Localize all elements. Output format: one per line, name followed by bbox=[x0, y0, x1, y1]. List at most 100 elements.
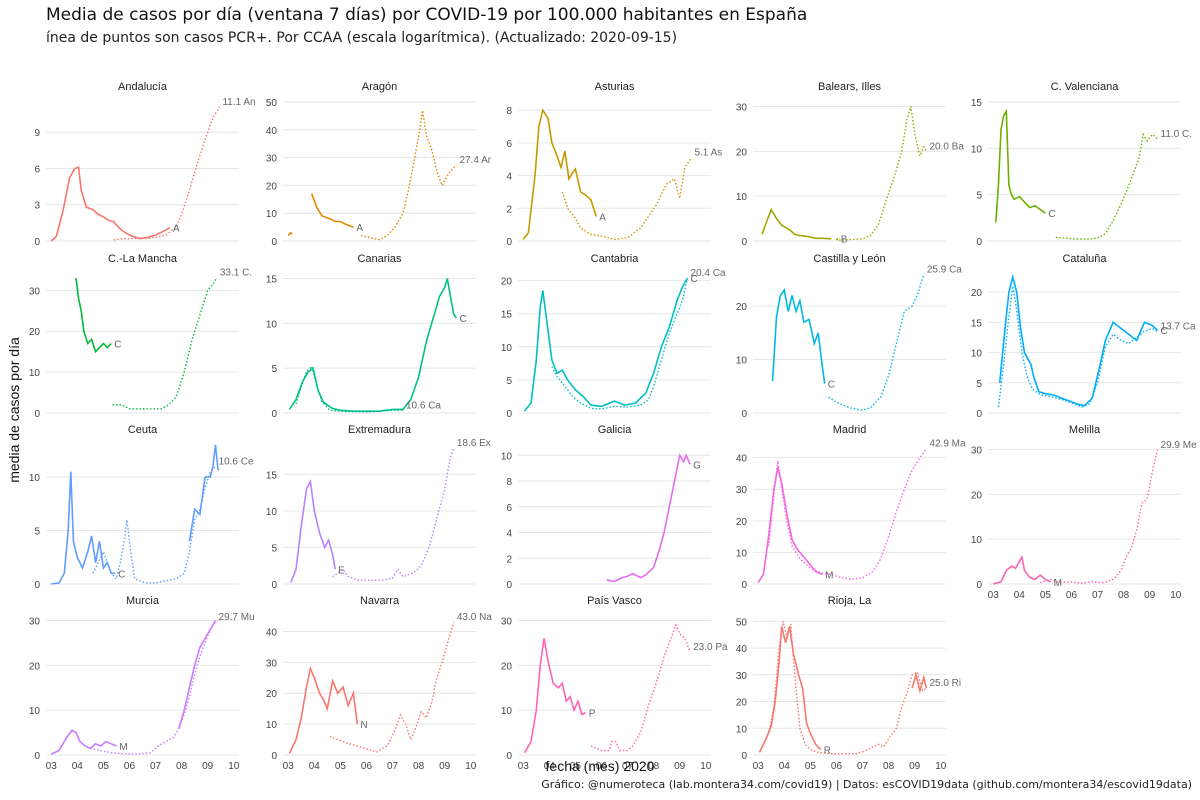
x-tick-label: 04 bbox=[544, 761, 556, 772]
x-tick-label: 07 bbox=[857, 761, 869, 772]
series-pcr-dotted bbox=[295, 365, 403, 413]
y-tick-label: 10 bbox=[266, 319, 278, 330]
series-casos-solid bbox=[50, 729, 117, 755]
panel-title: Canarias bbox=[357, 253, 402, 265]
series-casos-solid bbox=[522, 108, 597, 240]
y-tick-label: 0 bbox=[34, 751, 40, 762]
y-tick-label: 15 bbox=[266, 470, 278, 481]
x-tick-label: 06 bbox=[361, 761, 373, 772]
y-tick-label: 5 bbox=[976, 379, 982, 390]
panel-title: Andalucía bbox=[118, 81, 168, 93]
x-tick-label: 03 bbox=[283, 761, 295, 772]
end-value-label: 5.1 As bbox=[694, 148, 722, 159]
series-initial-label: A bbox=[599, 212, 606, 223]
series-casos-solid bbox=[911, 671, 928, 694]
end-value-label: 43.0 Na bbox=[457, 612, 492, 623]
y-tick-label: 40 bbox=[266, 627, 278, 638]
y-tick-label: 15 bbox=[501, 310, 513, 321]
y-tick-label: 15 bbox=[971, 98, 983, 109]
series-pcr-dotted bbox=[561, 157, 692, 241]
x-tick-label: 09 bbox=[674, 761, 686, 772]
y-tick-label: 40 bbox=[266, 126, 278, 137]
series-pcr-dotted bbox=[1039, 449, 1159, 584]
y-tick-label: 10 bbox=[29, 368, 41, 379]
x-tick-label: 05 bbox=[98, 761, 110, 772]
end-value-label: 20.4 Ca bbox=[691, 268, 726, 279]
y-tick-label: 0 bbox=[271, 409, 277, 420]
x-tick-label: 10 bbox=[465, 761, 477, 772]
series-casos-solid bbox=[523, 277, 689, 412]
series-initial-label: C bbox=[691, 274, 698, 285]
series-casos-solid bbox=[75, 277, 112, 354]
y-tick-label: 6 bbox=[506, 139, 512, 150]
y-tick-label: 30 bbox=[501, 616, 513, 627]
y-tick-label: 0 bbox=[506, 409, 512, 420]
x-tick-label: 03 bbox=[46, 761, 58, 772]
series-initial-label: R bbox=[824, 746, 831, 757]
y-tick-label: 0 bbox=[34, 237, 40, 248]
panel-title: C.-La Mancha bbox=[108, 253, 178, 265]
y-tick-label: 10 bbox=[736, 356, 748, 367]
x-tick-label: 05 bbox=[805, 761, 817, 772]
series-casos-solid bbox=[761, 207, 839, 241]
panel-title: Ceuta bbox=[128, 424, 158, 436]
panel-title: Melilla bbox=[1069, 424, 1101, 436]
y-tick-label: 15 bbox=[266, 274, 278, 285]
x-tick-label: 06 bbox=[596, 761, 608, 772]
series-initial-label: C bbox=[118, 569, 125, 580]
x-tick-label: 09 bbox=[202, 761, 214, 772]
y-tick-label: 30 bbox=[736, 485, 748, 496]
series-casos-solid bbox=[288, 665, 359, 754]
series-initial-label: B bbox=[841, 234, 848, 245]
series-casos-solid bbox=[51, 471, 116, 585]
series-casos-solid bbox=[757, 466, 823, 583]
panel-title: Aragón bbox=[362, 81, 397, 93]
x-tick-label: 09 bbox=[439, 761, 451, 772]
x-tick-label: 04 bbox=[72, 761, 84, 772]
y-tick-label: 30 bbox=[971, 445, 983, 456]
y-tick-label: 20 bbox=[971, 490, 983, 501]
series-pcr-dotted bbox=[767, 448, 927, 581]
x-tick-label: 05 bbox=[335, 761, 347, 772]
panel-title: Galicia bbox=[598, 424, 633, 436]
y-tick-label: 10 bbox=[29, 473, 41, 484]
series-initial-label: M bbox=[1054, 578, 1062, 589]
series-initial-label: C bbox=[1048, 209, 1055, 220]
x-tick-label: 04 bbox=[779, 761, 791, 772]
x-tick-label: 08 bbox=[413, 761, 425, 772]
y-tick-label: 10 bbox=[736, 548, 748, 559]
series-initial-label: G bbox=[693, 460, 701, 471]
x-tick-label: 08 bbox=[648, 761, 660, 772]
series-initial-label: M bbox=[119, 742, 127, 753]
x-tick-label: 08 bbox=[176, 761, 188, 772]
panel-title: Castilla y León bbox=[813, 253, 885, 265]
series-casos-solid bbox=[188, 444, 219, 542]
y-tick-label: 10 bbox=[971, 349, 983, 360]
series-casos-solid bbox=[178, 620, 217, 729]
chart-caption: Gráfico: @numeroteca (lab.montera34.com/… bbox=[541, 778, 1192, 791]
y-tick-label: 10 bbox=[501, 343, 513, 354]
chart-title: Media de casos por día (ventana 7 días) … bbox=[46, 5, 808, 25]
end-value-label: 42.9 Ma bbox=[929, 438, 966, 449]
y-tick-label: 20 bbox=[736, 698, 748, 709]
series-casos-solid bbox=[50, 166, 171, 242]
y-tick-label: 50 bbox=[266, 98, 278, 109]
y-tick-label: 3 bbox=[34, 201, 40, 212]
panel-title: Cataluña bbox=[1062, 253, 1107, 265]
series-pcr-dotted bbox=[92, 465, 216, 584]
end-value-label: 10.6 Ca bbox=[406, 400, 441, 411]
panel-title: Cantabria bbox=[591, 253, 640, 265]
series-initial-label: C bbox=[459, 314, 466, 325]
y-tick-label: 6 bbox=[506, 503, 512, 514]
end-value-label: 29.9 Me bbox=[1161, 440, 1198, 451]
y-tick-label: 40 bbox=[736, 644, 748, 655]
x-tick-label: 10 bbox=[228, 761, 240, 772]
series-casos-solid bbox=[771, 288, 826, 384]
panel-title: Madrid bbox=[833, 424, 867, 436]
y-tick-label: 10 bbox=[266, 209, 278, 220]
x-tick-label: 07 bbox=[1092, 590, 1104, 601]
y-tick-label: 0 bbox=[976, 237, 982, 248]
series-pcr-dotted bbox=[997, 285, 1158, 408]
end-value-label: 11.0 C. bbox=[1161, 129, 1193, 140]
series-casos-solid bbox=[995, 108, 1046, 223]
